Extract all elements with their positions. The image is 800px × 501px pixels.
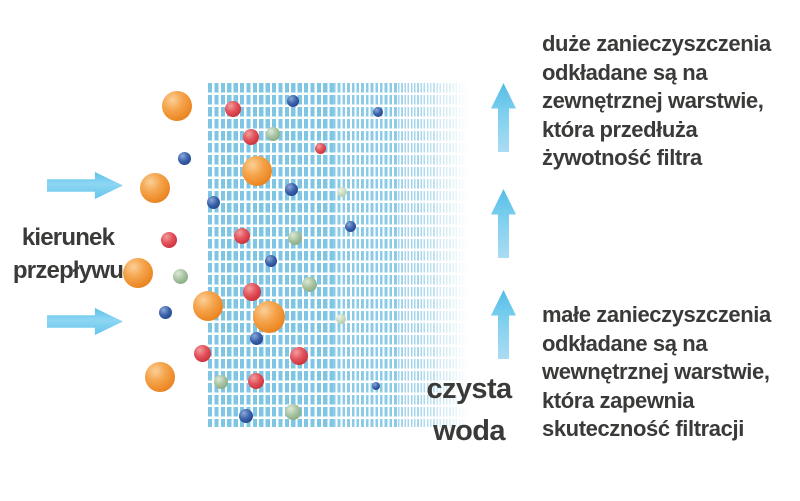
note-line: żywotność filtra <box>542 145 702 170</box>
particle-orange <box>193 291 223 321</box>
particle-orange <box>242 156 272 186</box>
note-line: zewnętrznej warstwie, <box>542 88 764 113</box>
particle-red <box>290 347 308 365</box>
particle-green-light <box>337 187 347 197</box>
note-line: odkładane są na <box>542 330 708 356</box>
note-line: duże zanieczyszczenia <box>542 31 771 56</box>
note-line: odkładane są na <box>542 59 708 85</box>
particle-blue <box>373 107 383 117</box>
particle-red <box>243 283 261 301</box>
particle-red <box>234 228 250 244</box>
particle-green <box>288 231 302 245</box>
particle-red <box>193 344 211 362</box>
particle-green <box>285 404 301 420</box>
flow-direction-line2: przepływu <box>12 257 124 284</box>
note-line: która zapewnia <box>542 387 695 413</box>
particle-blue <box>249 331 263 345</box>
flow-direction-label: kierunek przepływu <box>5 221 131 287</box>
particle-blue <box>177 151 191 165</box>
note-line: wewnętrznej warstwie, <box>542 359 770 384</box>
particle-red <box>314 142 326 154</box>
flow-arrow-2 <box>47 308 123 335</box>
particle-green <box>301 276 317 292</box>
particle-red <box>248 373 264 389</box>
note-line: skuteczność filtracji <box>542 416 744 441</box>
particle-green <box>266 127 280 141</box>
clean-water-line2: woda <box>433 415 505 447</box>
clean-water-line1: czysta <box>426 373 512 405</box>
particle-blue <box>284 182 298 196</box>
note-small-contaminants: małe zanieczyszczenia odkładane są na we… <box>542 301 771 444</box>
particle-red <box>225 101 241 117</box>
particle-green <box>214 375 228 389</box>
up-arrow-1 <box>491 83 516 152</box>
particle-blue <box>158 305 172 319</box>
up-arrow-2 <box>491 189 516 258</box>
mesh-middle-layer <box>333 83 398 427</box>
particle-orange <box>162 91 192 121</box>
particle-blue <box>287 95 299 107</box>
particle-orange <box>145 362 175 392</box>
flow-arrow-1 <box>47 172 123 199</box>
flow-direction-line1: kierunek <box>21 224 115 251</box>
particle-orange <box>253 301 285 333</box>
particle-red <box>161 232 177 248</box>
particle-orange <box>140 173 170 203</box>
note-large-contaminants: duże zanieczyszczenia odkładane są na ze… <box>542 30 771 173</box>
particle-blue <box>372 382 380 390</box>
note-line: małe zanieczyszczenia <box>542 302 771 327</box>
note-line: która przedłuża <box>542 116 698 142</box>
particle-green-light <box>336 314 346 324</box>
particle-red <box>243 129 259 145</box>
particle-blue <box>239 409 253 423</box>
clean-water-label: czysta woda <box>406 368 532 452</box>
particle-blue <box>206 195 220 209</box>
particle-green <box>172 268 188 284</box>
particle-orange <box>123 258 153 288</box>
mesh-fade <box>417 83 475 427</box>
particle-blue <box>265 255 277 267</box>
particle-blue <box>344 220 356 232</box>
up-arrow-3 <box>491 290 516 359</box>
